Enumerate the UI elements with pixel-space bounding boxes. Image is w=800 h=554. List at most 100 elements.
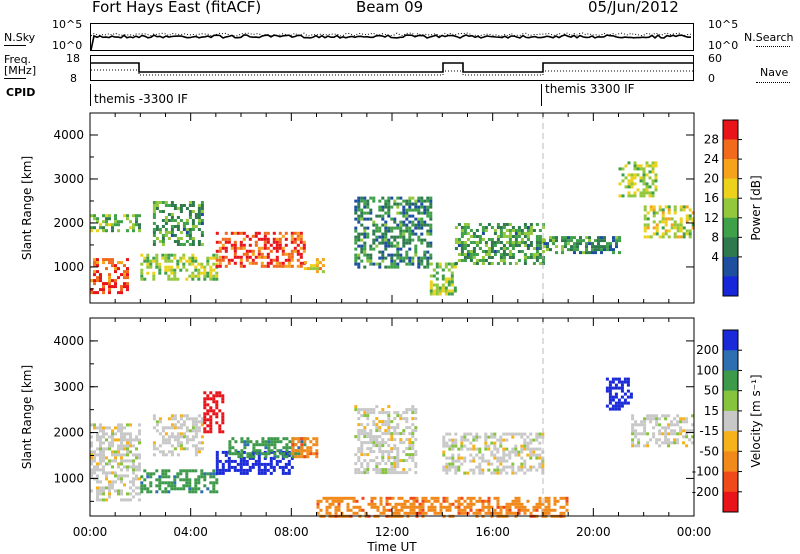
xtick-label: 12:00 [375,525,410,539]
colorbar-tick-label: 8 [711,230,719,244]
colorbar-segment [723,256,738,277]
nave-label: Nave [760,66,789,79]
echo-region [643,205,695,239]
nsearch-tick-bottom: 10^0 [708,39,739,52]
nsky-legend-line [4,45,26,46]
freq-tick-top: 18 [66,52,80,65]
colorbar-segment [723,451,738,472]
xtick-label: 00:00 [73,525,108,539]
echo-region [90,423,141,502]
echo-region [303,258,325,274]
colorbar-tick-label: 20 [704,172,719,186]
cpid-segment-1: themis -3300 IF [94,92,188,106]
y-axis-label: Slant Range [km] [20,156,34,260]
freq-tick-bottom: 8 [70,72,77,85]
echo-region [291,437,319,459]
colorbar-tick-label: -15 [699,424,719,438]
colorbar-segment [723,178,738,199]
radar-title: Fort Hays East (fitACF) [92,0,262,16]
ytick-label: 3000 [53,380,84,394]
freq-trace [91,62,693,76]
nsearch-legend-line [756,46,790,47]
colorbar-tick-label: -200 [692,485,719,499]
date-title: 05/Jun/2012 [588,0,679,16]
colorbar-label: Power [dB] [749,175,763,240]
nsearch-tick-top: 10^5 [708,18,739,31]
ytick-label: 1000 [53,260,84,274]
colorbar-segment [723,139,738,160]
cpid-marker-change [541,84,542,106]
x-axis-label: Time UT [366,540,417,554]
xtick-label: 08:00 [274,525,309,539]
colorbar-tick-label: 4 [711,250,719,264]
echo-region [442,432,545,475]
cpid-segment-2: themis 3300 IF [545,82,635,96]
nsky-tick-top: 10^5 [52,18,83,31]
ytick-label: 3000 [53,172,84,186]
echo-region [140,469,219,494]
echo-region [90,214,141,233]
cpid-marker-start [90,84,91,106]
echo-region [605,377,633,411]
colorbar-tick-label: 28 [704,133,719,147]
colorbar-segment [723,159,738,179]
cpid-label: CPID [6,86,36,99]
echo-region [543,236,621,255]
echo-region [152,414,204,457]
echo-region [152,201,204,246]
echo-region [454,223,545,265]
colorbar-segment [723,276,738,297]
nsky-trace [91,32,692,50]
nave-tick-bottom: 0 [708,72,715,85]
colorbar-tick-label: -50 [699,444,719,458]
colorbar-segment [723,217,738,238]
nsky-panel [90,23,694,51]
nsky-tick-bottom: 10^0 [52,39,83,52]
colorbar-label: Velocity [m s⁻¹] [749,374,763,467]
colorbar-segment [723,491,738,513]
colorbar-segment [723,198,738,219]
colorbar-segment [723,410,738,432]
colorbar-tick-label: 50 [704,384,719,398]
colorbar-tick-label: 200 [696,343,719,357]
ytick-label: 1000 [53,471,84,485]
xtick-label: 04:00 [173,525,208,539]
freq-panel [90,55,694,81]
colorbar-segment [723,431,738,452]
nave-legend-line [756,82,790,83]
colorbar-segment [723,350,738,371]
colorbar-segment [723,390,738,412]
echo-region [140,253,219,281]
echo-region [354,196,433,269]
echo-region [631,414,695,448]
ytick-label: 2000 [53,426,84,440]
freq-label: Freq. [MHz] [4,54,36,76]
colorbar-segment [723,370,738,391]
ytick-label: 4000 [53,128,84,142]
colorbar-segment [723,237,738,258]
nave-tick-top: 60 [708,52,722,65]
ytick-label: 4000 [53,334,84,348]
nsearch-label: N.Search [744,31,794,44]
echo-region [203,391,225,434]
colorbar-tick-label: 12 [704,211,719,225]
colorbar-segment [723,330,738,351]
freq-label-line1: Freq. [4,53,32,66]
colorbar-tick-label: 24 [704,152,719,166]
y-axis-label: Slant Range [km] [20,365,34,469]
echo-region [618,161,658,198]
colorbar-tick-label: 15 [704,404,719,418]
colorbar-frame [722,119,739,297]
xtick-label: 00:00 [677,525,712,539]
echo-region [215,231,306,268]
freq-label-line2: [MHz] [4,64,37,77]
freq-legend-line [4,78,26,79]
colorbar-tick-label: 100 [696,363,719,377]
colorbar-frame [722,329,739,513]
echo-region [90,258,129,295]
xtick-label: 20:00 [576,525,611,539]
colorbar-segment [723,471,738,493]
colorbar-segment [723,120,738,140]
nsky-label: N.Sky [4,31,36,44]
